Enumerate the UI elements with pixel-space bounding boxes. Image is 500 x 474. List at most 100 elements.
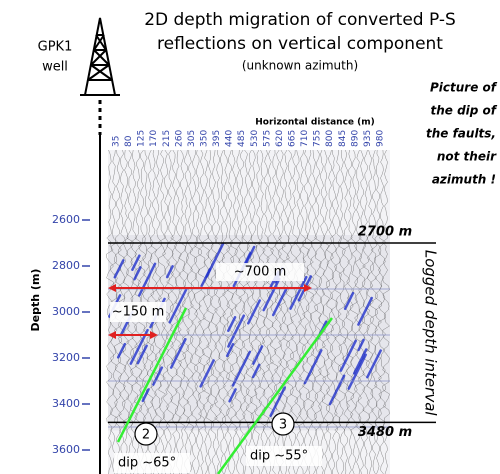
- wiggle-trace: [194, 149, 202, 474]
- reflection: [116, 342, 127, 359]
- reflection: [262, 277, 281, 312]
- fault-number: 3: [279, 418, 287, 433]
- reflection: [251, 363, 261, 379]
- wiggle-trace: [330, 149, 338, 474]
- wiggle-trace: [334, 149, 342, 474]
- wiggle-trace: [358, 149, 366, 474]
- x-tick-label: 980: [376, 130, 386, 147]
- note: Picture of: [430, 81, 498, 95]
- interval-label: Logged depth interval: [422, 250, 440, 417]
- wiggle-trace: [238, 149, 246, 474]
- x-tick-label: 305: [187, 130, 197, 147]
- wiggle-trace: [222, 149, 230, 474]
- wiggle-trace: [350, 149, 358, 474]
- reflection: [225, 343, 235, 358]
- marker-label: 3480 m: [358, 425, 412, 440]
- fault-circle: [134, 422, 158, 446]
- wiggle-trace: [302, 149, 310, 474]
- fault-circle: [271, 412, 295, 436]
- label-bg: [110, 302, 166, 322]
- wiggle-trace: [106, 149, 114, 474]
- x-tick-label: 395: [212, 130, 222, 147]
- reflection: [133, 266, 142, 281]
- wiggle-trace: [254, 149, 262, 474]
- reflection: [205, 242, 225, 278]
- reflection: [137, 262, 157, 297]
- fault-dip: dip ~65°: [118, 456, 176, 471]
- distance-label: ~700 m: [234, 265, 287, 280]
- title-line: 2D depth migration of converted P-S: [144, 10, 456, 30]
- label-bg: [246, 446, 322, 466]
- wiggle-trace: [262, 149, 270, 474]
- reflection: [252, 345, 264, 365]
- reflection: [227, 316, 237, 333]
- wiggle-trace: [310, 149, 318, 474]
- wiggle-trace: [206, 149, 214, 474]
- x-tick-label: 440: [225, 130, 235, 147]
- wiggle-trace: [186, 150, 194, 474]
- note: the faults,: [426, 127, 496, 141]
- wiggle-trace: [202, 149, 210, 474]
- x-tick-label: 530: [250, 130, 260, 147]
- x-tick-label: 485: [237, 130, 247, 147]
- wiggle-trace: [166, 149, 174, 474]
- x-tick-label: 215: [162, 130, 172, 147]
- x-tick-label: 710: [300, 130, 310, 147]
- reflection: [136, 344, 148, 365]
- reflection: [113, 259, 125, 279]
- note: the dip of: [430, 104, 497, 118]
- marker-label: 2700 m: [358, 225, 412, 240]
- wiggle-trace: [306, 149, 314, 474]
- wiggle-trace: [174, 149, 182, 474]
- x-tick-label: 935: [363, 130, 373, 147]
- reflection: [328, 374, 346, 406]
- reflection: [289, 275, 308, 310]
- x-tick-label: 125: [137, 130, 147, 147]
- y-tick-label: 3600: [52, 443, 80, 456]
- x-tick-label: 80: [124, 135, 134, 147]
- x-axis-label: Horizontal distance (m): [255, 118, 375, 128]
- reflection: [231, 350, 252, 387]
- y-tick-label: 2800: [52, 259, 80, 272]
- reflection: [347, 353, 367, 390]
- reflection: [247, 299, 261, 325]
- reflection: [141, 388, 150, 403]
- reflection: [199, 359, 215, 388]
- y-axis-label: Depth (m): [29, 269, 42, 332]
- reflection: [366, 349, 382, 379]
- wiggle-trace: [322, 149, 330, 474]
- x-tick-label: 170: [149, 130, 159, 147]
- x-tick-label: 350: [200, 130, 210, 147]
- wiggle-trace: [170, 149, 178, 474]
- wiggle-trace: [298, 149, 306, 474]
- y-tick-label: 3000: [52, 305, 80, 318]
- distance-label: ~150 m: [112, 305, 165, 320]
- wiggle-trace: [178, 149, 186, 474]
- well-label: GPK1: [38, 40, 73, 55]
- reflection: [131, 254, 141, 271]
- wiggle-trace: [242, 149, 250, 474]
- reflection: [152, 366, 164, 386]
- wiggle-trace: [250, 149, 258, 474]
- x-tick-label: 620: [275, 130, 285, 147]
- wiggle-trace: [362, 149, 370, 474]
- reflection: [228, 388, 237, 403]
- reflection: [352, 348, 368, 375]
- wiggle-trace: [338, 149, 346, 474]
- wiggle-trace: [370, 149, 378, 474]
- fault-number: 2: [142, 428, 150, 443]
- wiggle-trace: [162, 149, 170, 474]
- label-bg: [216, 263, 304, 281]
- wiggle-trace: [182, 149, 190, 474]
- note: not their: [437, 150, 497, 164]
- reflection: [339, 339, 357, 372]
- x-tick-label: 755: [313, 130, 323, 147]
- x-tick-label: 845: [338, 130, 348, 147]
- label-bg: [114, 453, 190, 473]
- reflection: [357, 296, 373, 326]
- reflection: [271, 288, 288, 317]
- reflection: [269, 386, 286, 417]
- fault-line: [116, 307, 188, 443]
- reflection: [227, 314, 246, 348]
